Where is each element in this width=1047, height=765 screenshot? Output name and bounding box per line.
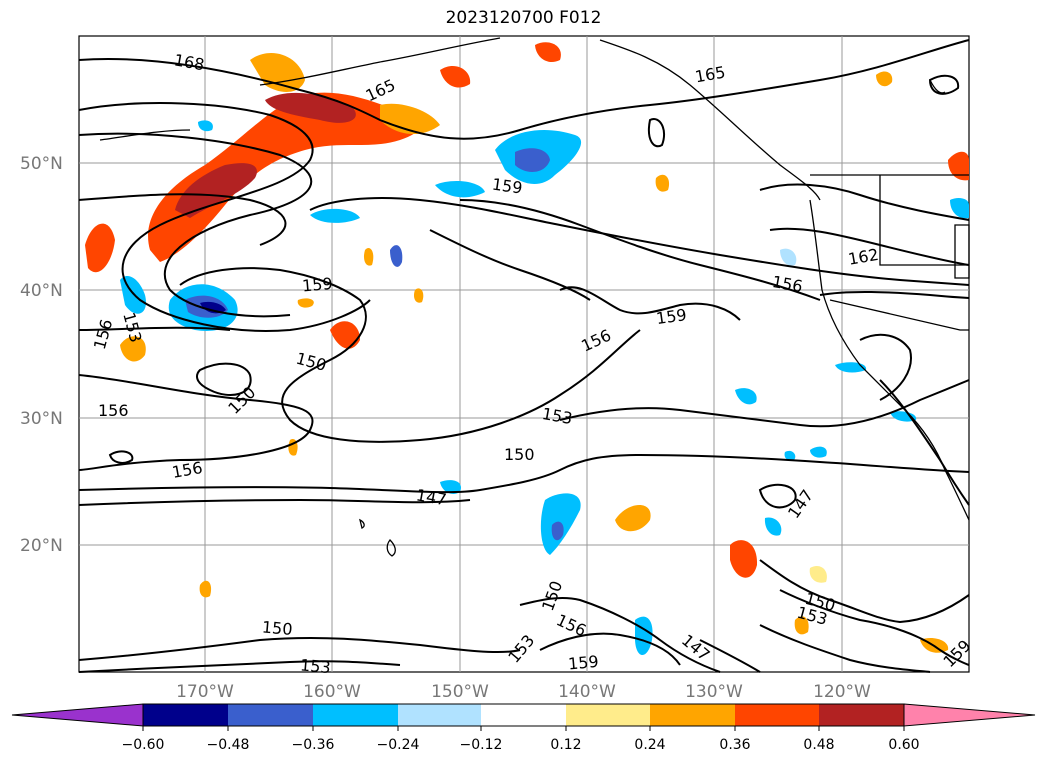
colorbar-tick: 0.60	[888, 737, 920, 753]
colorbar-tick: −0.60	[121, 737, 165, 753]
contour-label: 153	[299, 655, 331, 677]
lat-labels: 50°N 40°N 30°N 20°N	[20, 154, 63, 556]
contour-label: 150	[261, 617, 293, 639]
lon-label-160w: 160°W	[303, 682, 361, 702]
colorbar-tick: −0.24	[376, 737, 420, 753]
lon-label-170w: 170°W	[176, 682, 234, 702]
colorbar-tick: −0.48	[206, 737, 250, 753]
coastlines	[99, 37, 970, 557]
contour-label: 159	[567, 652, 599, 674]
colorbar-tick: 0.48	[803, 737, 835, 753]
colorbar-tick: 0.12	[550, 737, 582, 753]
lat-label-40n: 40°N	[20, 281, 63, 301]
colorbar-tick: −0.36	[291, 737, 335, 753]
colorbar-tick: −0.12	[459, 737, 503, 753]
map-title: 2023120700 F012	[445, 8, 602, 28]
colorbar-tick: 0.36	[719, 737, 751, 753]
colorbar-tick: 0.24	[634, 737, 666, 753]
lat-label-20n: 20°N	[20, 536, 63, 556]
map-frame	[78, 35, 970, 673]
contour-label: 156	[98, 401, 129, 420]
contour-label: 150	[504, 445, 535, 464]
colorbar	[11, 703, 1036, 731]
lon-label-140w: 140°W	[558, 682, 616, 702]
lat-label-30n: 30°N	[20, 409, 63, 429]
lon-label-130w: 130°W	[685, 682, 743, 702]
lon-labels: 170°W 160°W 150°W 140°W 130°W 120°W	[176, 682, 871, 702]
lon-label-150w: 150°W	[431, 682, 489, 702]
contour-label: 159	[655, 305, 688, 328]
lat-label-50n: 50°N	[20, 154, 63, 174]
contour-label: 159	[301, 274, 333, 296]
contour-label: 159	[491, 175, 524, 198]
lon-label-120w: 120°W	[813, 682, 871, 702]
